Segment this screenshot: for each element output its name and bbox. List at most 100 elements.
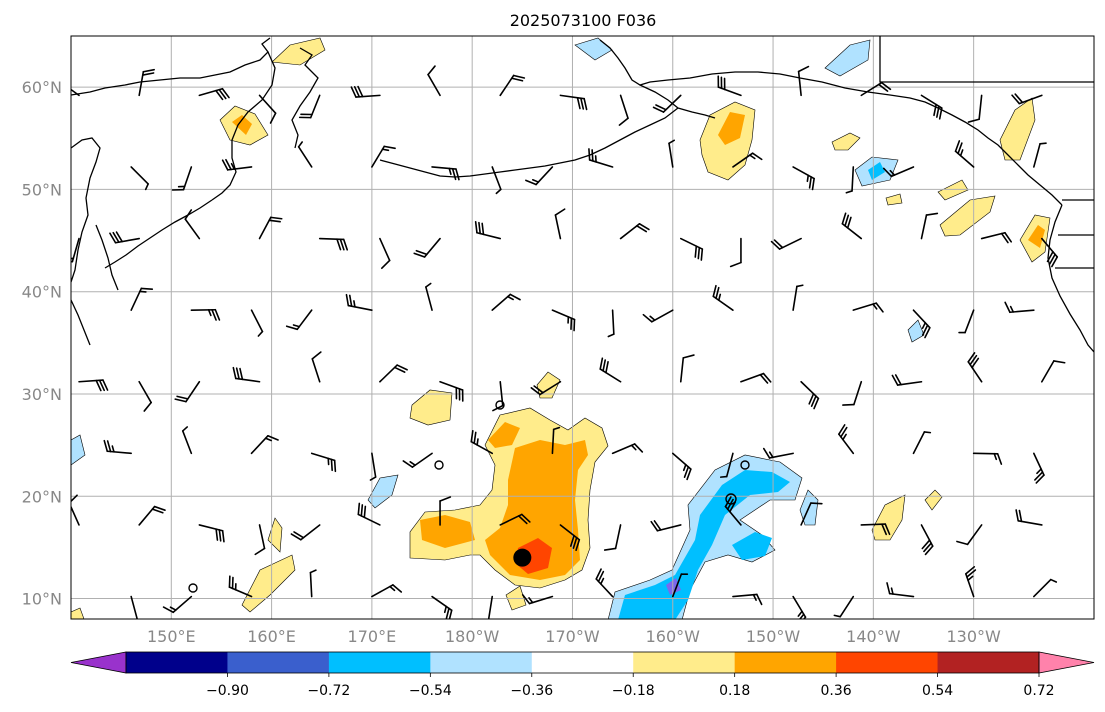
positive-anomaly-small-c: [831, 132, 861, 151]
gridlines: [71, 36, 1094, 619]
wind-barb: [842, 380, 863, 406]
wind-barb: [103, 439, 132, 455]
wind-barb: [642, 309, 674, 323]
wind-barb: [138, 380, 152, 412]
positive-anomaly-east-a: [871, 494, 906, 541]
wind-barb: [717, 75, 742, 97]
longitude-label: 150°E: [147, 627, 196, 646]
positive-anomaly-small-b: [409, 389, 453, 426]
colorbar-extend-min: [70, 651, 127, 674]
wind-barb: [439, 496, 452, 526]
bering-strait-coastline: [291, 47, 319, 149]
wind-barb: [254, 524, 266, 556]
positive-anomaly-small-a: [536, 371, 561, 399]
latitude-label: 20°N: [22, 487, 62, 506]
wind-barb: [1004, 301, 1035, 314]
wind-barb: [833, 595, 855, 618]
wind-barb: [719, 452, 734, 478]
wind-barb: [762, 447, 794, 459]
wind-barb: [130, 287, 154, 311]
wind-barb: [1033, 578, 1058, 598]
wind-barb: [1011, 93, 1043, 105]
wind-barb: [595, 568, 614, 598]
north-america-west-coastline: [1047, 204, 1094, 353]
wind-barb: [71, 494, 80, 526]
wind-barb: [671, 452, 692, 481]
positive-anomaly-west-low: [241, 554, 296, 613]
contour-rings: [188, 400, 750, 593]
longitude-label: 160°W: [646, 627, 701, 646]
wind-barb: [525, 166, 554, 186]
positive-anomaly-strip-a: [939, 195, 996, 237]
wind-barb: [345, 293, 373, 311]
wind-barb: [431, 166, 460, 181]
colorbar-label: −0.36: [510, 683, 553, 699]
colorbar: −0.90 −0.72 −0.54 −0.36 −0.18 0.18 0.36 0.54 0.7…: [70, 651, 1095, 699]
wind-barb: [679, 354, 695, 383]
map-area: [71, 36, 1094, 619]
wind-barb: [369, 452, 377, 481]
wind-barb: [402, 452, 433, 468]
wind-barb: [588, 148, 614, 168]
wind-barb: [652, 94, 682, 113]
wind-barb: [679, 237, 704, 261]
longitude-tick-labels: 150°E 160°E 170°E 180°W 170°W 160°W 150°W 140°W…: [147, 627, 1001, 646]
okhotsk-coastline: [71, 137, 101, 283]
wind-barb: [792, 166, 815, 191]
wind-barb: [298, 94, 321, 119]
wind-barb: [956, 524, 983, 546]
contour-ring: [188, 583, 198, 593]
wind-barb: [109, 231, 140, 244]
colorbar-label: −0.72: [307, 683, 350, 699]
wind-barb: [181, 426, 193, 455]
longitude-label: 140°W: [846, 627, 901, 646]
wind-barb: [603, 524, 622, 551]
canada-border: [879, 36, 1094, 83]
colorbar-segment: [633, 652, 736, 673]
positive-anomaly-bc-coast: [999, 97, 1036, 161]
wind-barb: [491, 166, 502, 195]
wind-barb: [487, 595, 494, 619]
wind-barb: [130, 595, 139, 619]
wind-barb: [882, 166, 915, 178]
wind-barb: [311, 351, 322, 383]
longitude-label: 160°E: [247, 627, 296, 646]
wind-barb: [309, 569, 317, 598]
wind-barb: [371, 584, 403, 598]
negative-anomaly-small-e: [367, 474, 399, 509]
latitude-tick-labels: 10°N 20°N 30°N 40°N 50°N 60°N: [22, 78, 62, 608]
wind-barb: [958, 309, 975, 334]
contour-ring: [495, 400, 505, 410]
wind-barb: [530, 380, 562, 396]
colorbar-label: −0.90: [206, 683, 249, 699]
wind-barb: [1041, 237, 1059, 268]
negative-anomaly-north-a-core: [868, 162, 885, 180]
wind-barb: [967, 94, 983, 123]
kuril-chain: [104, 199, 213, 269]
wind-barb: [920, 94, 943, 120]
wind-barb: [671, 573, 689, 598]
wind-barb: [431, 595, 453, 619]
wind-barb: [190, 308, 221, 321]
wind-barb: [712, 284, 734, 311]
wind-barb: [732, 152, 763, 168]
wind-barb: [198, 87, 230, 101]
wind-barb: [599, 357, 622, 383]
colorbar-frame: [125, 651, 1040, 674]
longitude-label: 180°W: [445, 627, 500, 646]
wind-barb: [729, 237, 742, 268]
wind-barb: [554, 208, 566, 240]
wind-barb: [499, 513, 531, 526]
contour-ring: [725, 493, 737, 505]
alaska-west-coastline: [599, 39, 1063, 206]
wind-barb: [198, 524, 225, 543]
wind-barb: [350, 85, 381, 98]
wind-barb: [611, 443, 644, 455]
wind-barb: [954, 140, 975, 168]
wind-barb: [1033, 142, 1047, 168]
positive-anomaly-bering-west: [271, 37, 326, 66]
wind-barb: [470, 430, 494, 455]
wind-barb: [792, 284, 804, 311]
wind-barb: [886, 582, 915, 598]
wind-barb: [607, 309, 615, 338]
